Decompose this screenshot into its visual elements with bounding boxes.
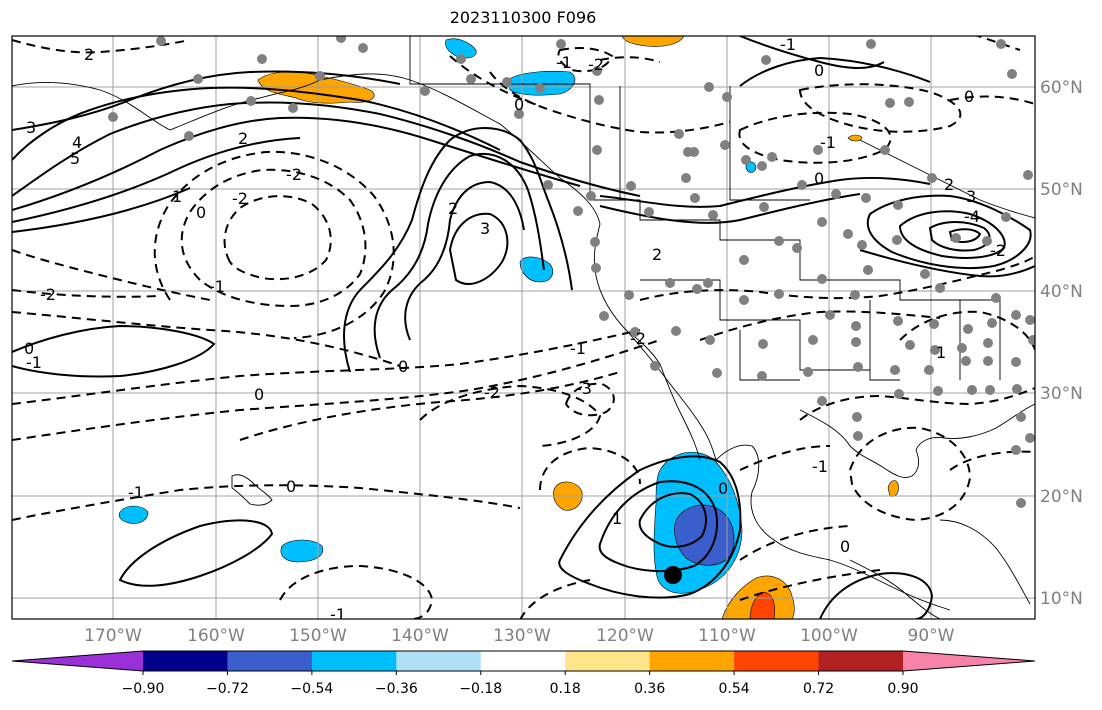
contour-label: -2 [630,329,646,348]
colorbar-tick-label: 0.36 [634,681,665,697]
contours-dashed [12,36,1035,619]
contour-label: 0 [196,203,206,222]
lat-label: 30°N [1040,384,1083,404]
contour-label: -2 [40,285,56,304]
longitude-labels: 170°W 160°W 150°W 140°W 130°W 120°W 110°… [84,626,955,646]
contour-label: 2 [238,129,248,148]
lon-label: 90°W [908,626,955,646]
colorbar-tick-label: 0.54 [719,681,750,697]
contour-label: -2 [232,189,248,208]
positive-anomaly-yucatan [887,480,899,497]
contour-label: 0 [814,169,824,188]
contour-label: -2 [286,165,302,184]
colorbar-tick-label: −0.36 [375,681,418,697]
contour-label: 0 [254,385,264,404]
negative-anomaly-hawaii [118,505,149,524]
lon-label: 140°W [391,626,449,646]
contour-label: -2 [484,383,500,402]
contour-label: 0 [814,61,824,80]
colorbar-tick-label: −0.90 [122,681,165,697]
colorbar-swatch [311,651,397,671]
lon-label: 150°W [289,626,347,646]
contour-label: 0 [840,537,850,556]
colorbar-swatch [649,651,735,671]
colorbar-swatch [565,651,651,671]
contour-label: -1 [556,53,572,72]
contour-label: 3 [966,187,976,206]
contour-label: 2 [84,45,94,64]
colorbar-tick-label: −0.54 [290,681,333,697]
negative-anomaly-south [280,539,324,563]
contour-label: -2 [990,241,1006,260]
lon-label: 160°W [187,626,245,646]
lon-label: 110°W [698,626,756,646]
contour-label: -2 [588,55,604,74]
contour-label: -1 [209,277,225,296]
colorbar-tick-label: −0.72 [206,681,249,697]
contour-label: -1 [330,605,346,624]
latitude-labels: 60°N 50°N 40°N 30°N 20°N 10°N [1040,78,1083,609]
lon-label: 100°W [800,626,858,646]
colorbar-swatch [143,651,228,671]
contour-label: 3 [480,219,490,238]
contour-label: 3 [26,118,36,137]
contour-label: 0 [718,479,728,498]
station-dots [108,36,1035,508]
contour-label: 2 [448,199,458,218]
lon-label: 130°W [493,626,551,646]
contour-label: 1 [936,343,946,362]
contour-label: -3 [576,379,592,398]
contour-label-layer: 2 -2 3 4 5 2 1 0 -2 -2 2 3 -1 -2 0 -1 0 … [24,35,1006,624]
colorbar-swatch [396,651,482,671]
colorbar-tick-label: −0.18 [459,681,502,697]
contour-label: -1 [128,483,144,502]
contour-label: -1 [812,457,828,476]
storm-center-marker [664,566,682,584]
contour-label: 2 [652,245,662,264]
contour-label: 0 [24,339,34,358]
map-content: 2 -2 3 4 5 2 1 0 -2 -2 2 3 -1 -2 0 -1 0 … [12,35,1035,624]
colorbar-swatch [227,651,313,671]
colorbar-swatch [734,651,820,671]
lat-label: 10°N [1040,589,1083,609]
contour-label: -1 [780,35,796,54]
positive-anomaly-mexico-core [749,591,775,619]
colorbar-swatch [818,651,904,671]
contour-label: -1 [26,353,42,372]
contour-label: 0 [398,357,408,376]
contour-label: -4 [964,207,980,226]
map-frame [11,35,1036,620]
colorbar-tick-label: 0.90 [887,681,918,697]
colorbar: −0.90 −0.72 −0.54 −0.36 −0.18 0.18 0.36 0.54 0.7… [11,650,1036,697]
positive-anomaly-alaska [257,71,375,104]
contour-label: 1 [612,509,622,528]
contour-label: 4 [72,133,82,152]
contour-label: 0 [964,87,974,106]
shaded-regions [118,36,899,619]
colorbar-extend-high [903,651,1035,671]
lat-label: 40°N [1040,282,1083,302]
lat-label: 50°N [1040,180,1083,200]
negative-anomaly-pacific [519,256,553,283]
contour-label: 5 [70,149,80,168]
colorbar-tick-label: 0.72 [803,681,834,697]
lon-label: 170°W [84,626,142,646]
contour-label: -1 [820,133,836,152]
colorbar-extend-low [12,651,143,671]
colorbar-tick-label: 0.18 [550,681,581,697]
colorbar-swatch [480,651,566,671]
lon-label: 120°W [596,626,654,646]
contour-label: 0 [514,95,524,114]
positive-anomaly-north [621,36,685,47]
map-title: 2023110300 F096 [449,8,597,27]
negative-anomaly-north-a [445,38,477,59]
lat-label: 20°N [1040,487,1083,507]
contour-label: 2 [944,175,954,194]
positive-anomaly-canada [847,134,863,142]
contour-label: 0 [286,477,296,496]
lat-label: 60°N [1040,78,1083,98]
contour-label: 1 [172,187,182,206]
contour-label: -1 [570,339,586,358]
